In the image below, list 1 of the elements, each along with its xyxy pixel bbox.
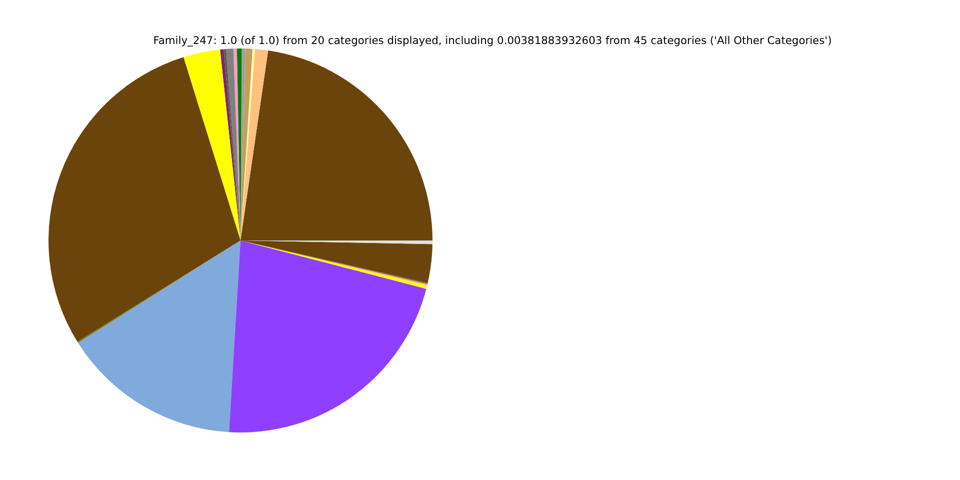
text: Family_247: 1.0 (of 1.0) from 20 categories displayed, including 0.00381883932603 from 45 categories ('All Other Categories') — [153, 34, 832, 47]
